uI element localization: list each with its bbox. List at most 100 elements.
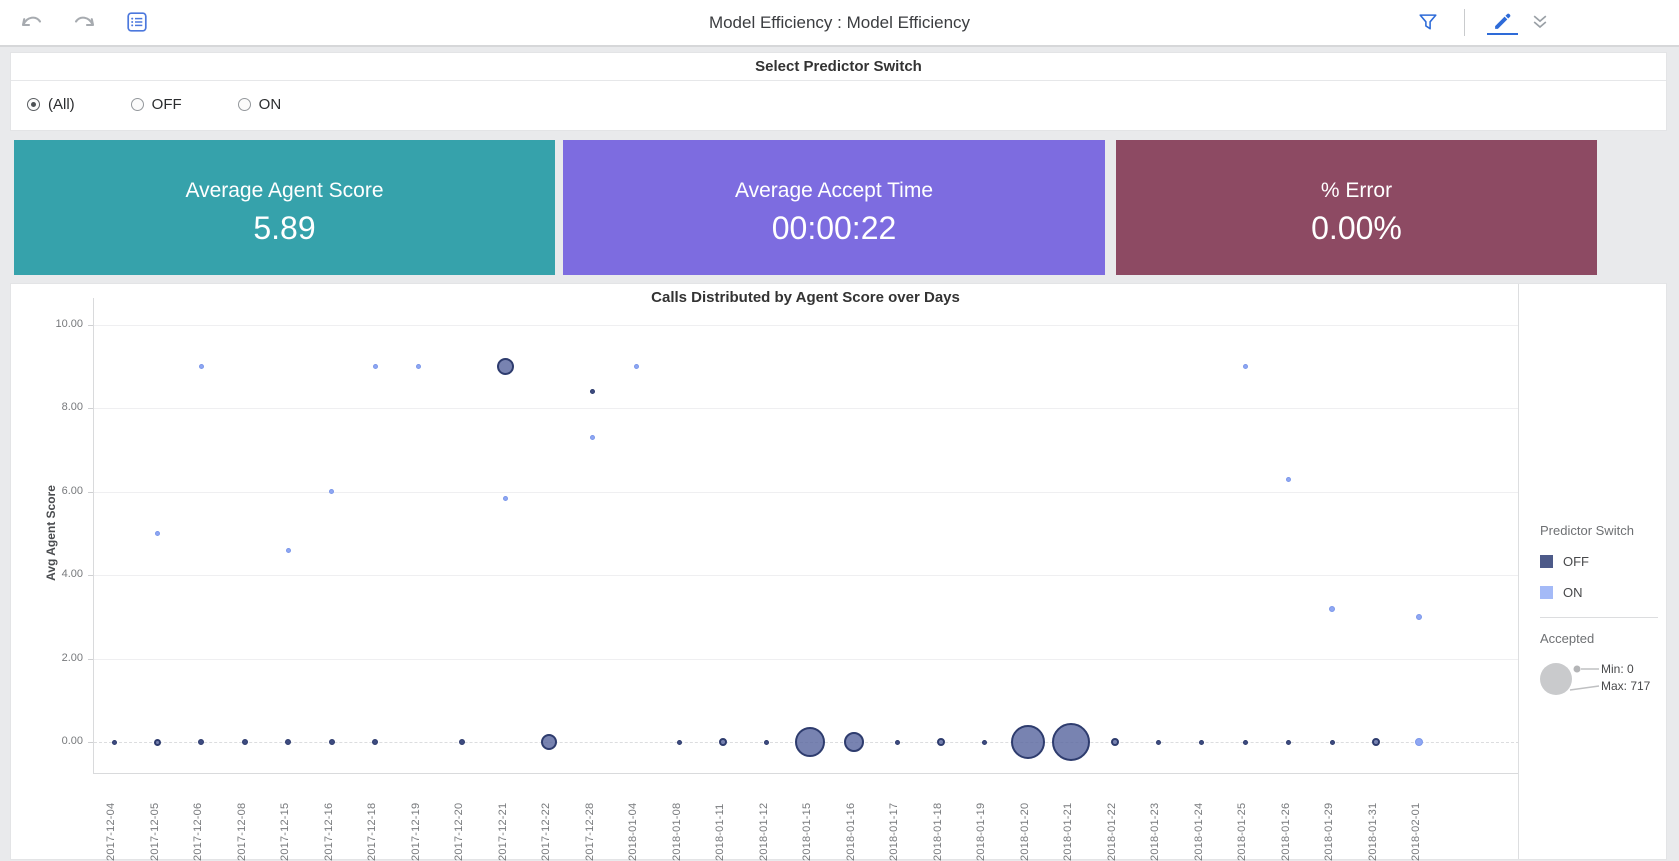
y-tick-label: 0.00 (61, 735, 83, 747)
data-point-off[interactable] (459, 739, 465, 745)
data-point-off[interactable] (843, 732, 864, 752)
collapse-button[interactable] (1527, 13, 1553, 35)
filter-button[interactable] (1415, 13, 1441, 35)
kpi-label: Average Agent Score (185, 179, 384, 202)
y-tick-mark (88, 325, 93, 326)
data-point-off[interactable] (1052, 723, 1090, 761)
data-point-off[interactable] (1371, 738, 1380, 746)
x-tick-label: 2017-12-18 (366, 802, 378, 861)
x-tick-label: 2017-12-22 (540, 802, 552, 861)
data-point-off[interactable] (795, 727, 825, 757)
view-list-button[interactable] (124, 11, 150, 37)
legend-item-label: OFF (1563, 554, 1589, 569)
data-point-on[interactable] (372, 364, 378, 370)
data-point-off[interactable] (241, 739, 248, 745)
data-point-off[interactable] (541, 734, 557, 750)
x-tick-label: 2017-12-20 (453, 802, 465, 861)
data-point-off[interactable] (1329, 739, 1335, 745)
data-point-off[interactable] (894, 739, 900, 745)
kpi-label: Average Accept Time (734, 179, 934, 202)
x-tick-label: 2018-01-19 (975, 802, 987, 861)
data-point-off[interactable] (719, 738, 727, 746)
data-point-on[interactable] (590, 435, 595, 441)
on-swatch-icon (1540, 586, 1553, 599)
plot-area[interactable] (93, 298, 1519, 774)
kpi-card-avg-accept-time: Average Accept Time 00:00:22 (563, 140, 1105, 275)
data-point-off[interactable] (1010, 725, 1045, 759)
x-tick-label: 2018-01-23 (1149, 802, 1161, 861)
legend-item-off[interactable]: OFF (1540, 554, 1668, 569)
kpi-value: 00:00:22 (771, 210, 897, 246)
legend-item-on[interactable]: ON (1540, 585, 1668, 600)
data-point-off[interactable] (981, 739, 987, 745)
undo-icon (19, 12, 43, 37)
data-point-off[interactable] (154, 738, 161, 746)
edit-active-underline (1487, 33, 1518, 35)
x-tick-label: 2018-01-16 (844, 802, 857, 861)
data-point-off[interactable] (1286, 739, 1291, 745)
data-point-off[interactable] (1155, 739, 1161, 745)
kpi-value: 0.00% (1311, 210, 1402, 246)
data-point-off[interactable] (764, 739, 769, 745)
x-tick-label: 2018-01-18 (931, 802, 944, 861)
undo-button[interactable] (18, 13, 44, 35)
data-point-on[interactable] (1286, 476, 1291, 482)
radio-label: OFF (151, 96, 182, 113)
y-tick-label: 4.00 (61, 568, 83, 581)
data-point-on[interactable] (416, 364, 421, 370)
y-tick-mark (88, 408, 93, 410)
gridline (94, 658, 1519, 660)
legend: Predictor Switch OFF ON Accepted Min: 0 … (1518, 284, 1668, 859)
data-point-on[interactable] (633, 364, 639, 370)
x-tick-label: 2017-12-06 (192, 802, 204, 861)
radio-option-on[interactable]: ON (237, 96, 281, 113)
radio-icon (237, 98, 251, 111)
data-point-on[interactable] (329, 489, 334, 495)
view-list-icon (127, 11, 147, 37)
y-tick-mark (88, 658, 93, 660)
x-tick-label: 2018-01-22 (1105, 802, 1118, 861)
x-tick-label: 2018-01-17 (888, 802, 900, 861)
chevrons-down-icon (1530, 13, 1550, 36)
edit-button[interactable] (1489, 13, 1515, 35)
filter-funnel-icon (1417, 11, 1439, 38)
redo-button[interactable] (72, 13, 98, 35)
data-point-off[interactable] (936, 738, 945, 746)
data-point-on[interactable] (1416, 613, 1422, 620)
data-point-off[interactable] (1242, 739, 1248, 745)
radio-option-off[interactable]: OFF (130, 96, 182, 113)
data-point-off[interactable] (372, 739, 378, 745)
edit-pencil-icon (1491, 11, 1513, 38)
data-point-on[interactable] (1329, 605, 1335, 612)
x-tick-label: 2018-01-25 (1236, 802, 1248, 861)
x-tick-label: 2018-01-20 (1018, 802, 1031, 861)
data-point-on[interactable] (503, 495, 508, 501)
gridline (94, 408, 1519, 410)
toolbar: Model Efficiency : Model Efficiency (0, 0, 1679, 47)
data-point-off[interactable] (1199, 739, 1204, 745)
data-point-on[interactable] (1242, 364, 1248, 370)
data-point-off[interactable] (497, 358, 514, 376)
data-point-on[interactable] (155, 531, 160, 536)
data-point-on[interactable] (285, 547, 291, 553)
kpi-value: 5.89 (253, 210, 316, 246)
x-tick-label: 2018-01-08 (670, 802, 683, 861)
x-tick-label: 2017-12-21 (496, 802, 509, 861)
data-point-on[interactable] (198, 364, 204, 370)
data-point-off[interactable] (590, 389, 595, 395)
radio-option-all[interactable]: (All) (27, 96, 75, 113)
data-point-off[interactable] (677, 739, 682, 745)
data-point-off[interactable] (328, 739, 335, 745)
y-axis-title: Avg Agent Score (44, 485, 58, 581)
size-legend-glyph-icon (1535, 652, 1601, 703)
gridline (94, 325, 1519, 326)
data-point-on[interactable] (1415, 738, 1423, 746)
size-legend-title: Accepted (1540, 631, 1595, 646)
y-tick-label: 2.00 (61, 651, 83, 664)
data-point-off[interactable] (1110, 738, 1119, 746)
size-legend: Min: 0 Max: 717 (1535, 652, 1668, 703)
data-point-off[interactable] (198, 739, 204, 745)
data-point-off[interactable] (111, 739, 117, 745)
chart-card: Calls Distributed by Agent Score over Da… (10, 283, 1668, 861)
data-point-off[interactable] (285, 739, 291, 745)
